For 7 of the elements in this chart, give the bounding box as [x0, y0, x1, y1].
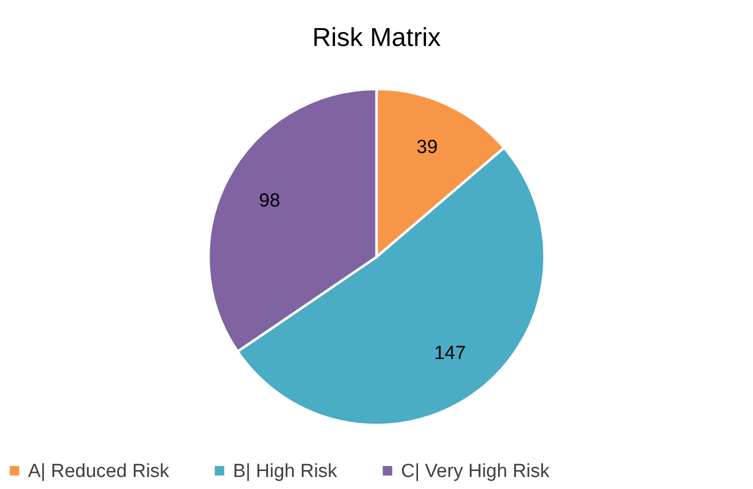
legend-label: C| Very High Risk: [401, 460, 550, 482]
data-label: 147: [434, 343, 466, 364]
data-label: 39: [416, 137, 438, 158]
legend-label: A| Reduced Risk: [28, 460, 170, 482]
legend-label: B| High Risk: [233, 460, 338, 482]
chart-title: Risk Matrix: [312, 22, 441, 52]
data-label: 98: [259, 190, 280, 212]
